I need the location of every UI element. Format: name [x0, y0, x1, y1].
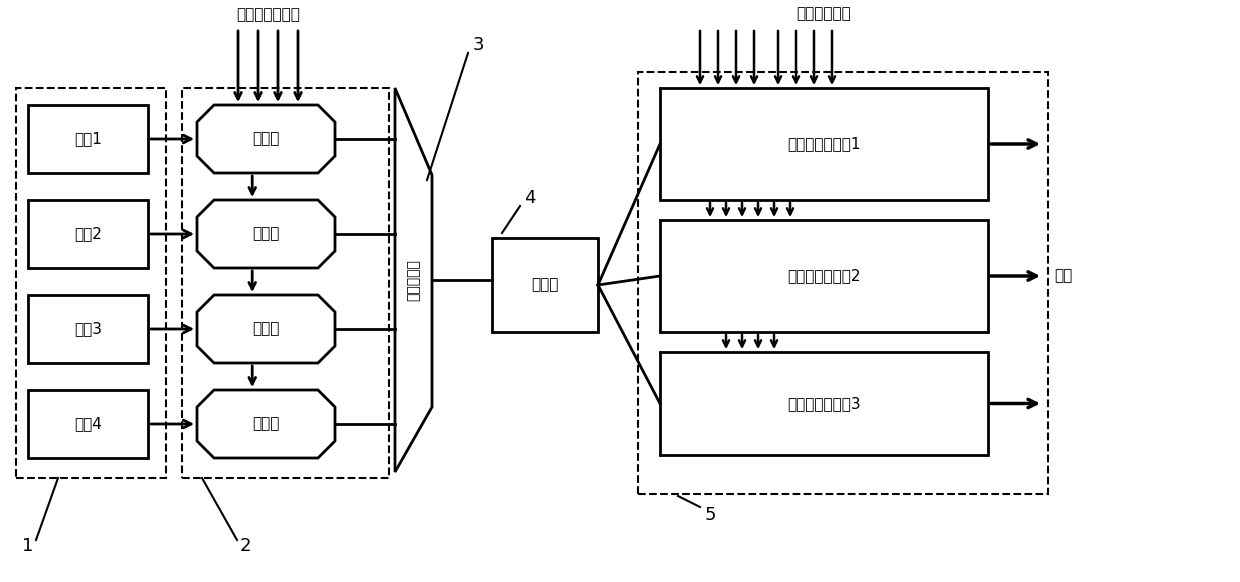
Bar — [29, 200, 148, 268]
Text: 1: 1 — [22, 537, 33, 555]
Text: 输出: 输出 — [1054, 268, 1073, 283]
Bar — [29, 390, 148, 458]
Text: 微环谐振器阵列2: 微环谐振器阵列2 — [787, 268, 861, 283]
Bar — [29, 105, 148, 173]
Text: 3: 3 — [472, 36, 484, 54]
Text: 调制器: 调制器 — [252, 226, 280, 242]
Text: 分光器: 分光器 — [531, 278, 559, 293]
Bar — [16, 88, 166, 478]
Text: 光源3: 光源3 — [74, 321, 102, 336]
Bar — [29, 295, 148, 363]
Bar — [639, 72, 1048, 494]
Polygon shape — [197, 200, 335, 268]
Text: 2: 2 — [239, 537, 250, 555]
Bar — [182, 88, 389, 478]
Text: 波分复用器: 波分复用器 — [407, 259, 420, 301]
Polygon shape — [197, 295, 335, 363]
Text: 待卷积信号输入: 待卷积信号输入 — [236, 8, 300, 23]
Text: 光源1: 光源1 — [74, 132, 102, 147]
Bar — [660, 88, 988, 200]
Text: 调制器: 调制器 — [252, 417, 280, 431]
Polygon shape — [396, 88, 432, 472]
Text: 调制器: 调制器 — [252, 132, 280, 147]
Text: 4: 4 — [525, 189, 536, 207]
Text: 调制器: 调制器 — [252, 321, 280, 336]
Text: 微环谐振器阵列3: 微环谐振器阵列3 — [787, 396, 861, 411]
Bar — [492, 238, 598, 332]
Text: 5: 5 — [704, 506, 715, 524]
Bar — [660, 220, 988, 332]
Polygon shape — [197, 105, 335, 173]
Text: 微环谐振器阵列1: 微环谐振器阵列1 — [787, 137, 861, 151]
Polygon shape — [197, 390, 335, 458]
Bar — [660, 352, 988, 455]
Text: 光源2: 光源2 — [74, 226, 102, 242]
Text: 卷积窗口输入: 卷积窗口输入 — [796, 6, 852, 22]
Text: 光源4: 光源4 — [74, 417, 102, 431]
